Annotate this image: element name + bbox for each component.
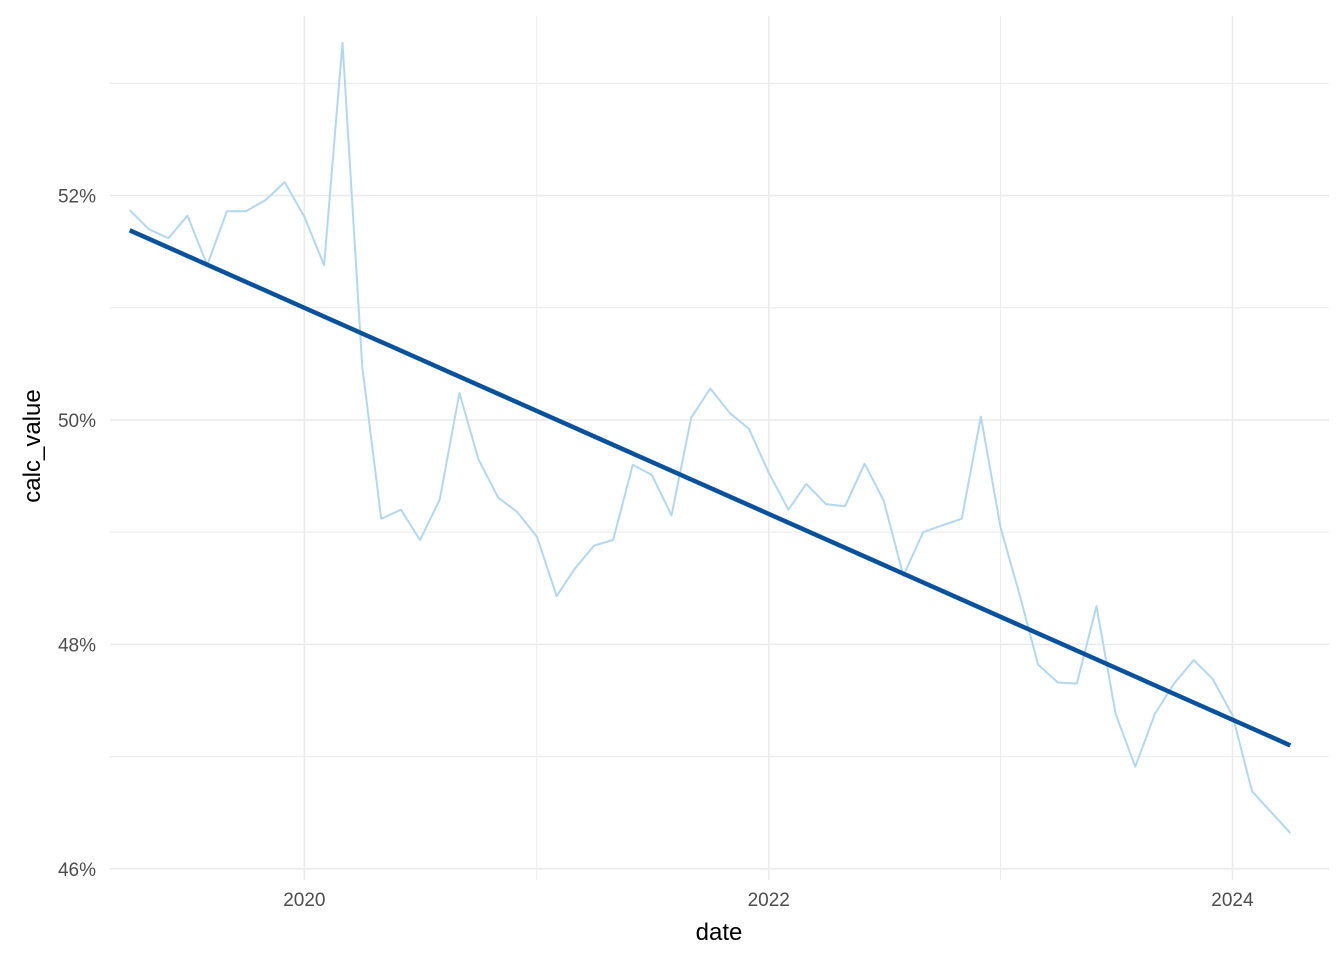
x-tick-label: 2022 (748, 890, 790, 911)
x-tick-label: 2020 (283, 890, 325, 911)
x-tick-label: 2024 (1211, 890, 1254, 911)
axes: 46% 48% 50% 52% 2020 2022 2024 (58, 187, 1254, 911)
y-axis-title: calc_value (19, 389, 46, 502)
y-tick-label: 46% (58, 860, 96, 881)
x-axis-title: date (696, 919, 743, 946)
grid (110, 16, 1329, 880)
series-layer (128, 41, 1292, 834)
y-tick-label: 52% (58, 187, 96, 208)
trend-line (128, 228, 1292, 748)
plot-background (110, 16, 1329, 880)
observed-series-line (128, 41, 1292, 834)
y-tick-label: 48% (58, 635, 96, 656)
y-tick-label: 50% (58, 411, 96, 432)
